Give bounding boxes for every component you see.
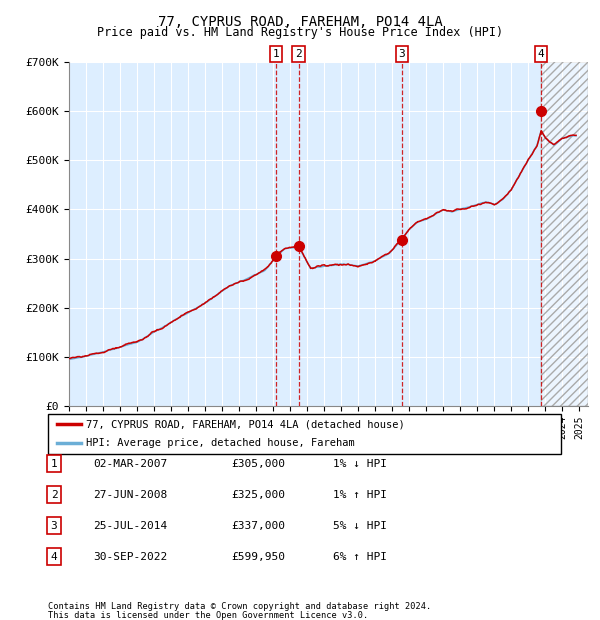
Text: £325,000: £325,000 bbox=[231, 490, 285, 500]
Text: Price paid vs. HM Land Registry's House Price Index (HPI): Price paid vs. HM Land Registry's House … bbox=[97, 26, 503, 38]
Text: 1: 1 bbox=[272, 49, 279, 59]
Text: £599,950: £599,950 bbox=[231, 552, 285, 562]
Text: 4: 4 bbox=[538, 49, 545, 59]
Text: 77, CYPRUS ROAD, FAREHAM, PO14 4LA: 77, CYPRUS ROAD, FAREHAM, PO14 4LA bbox=[158, 15, 442, 29]
Bar bbox=[541, 62, 588, 406]
Text: 1: 1 bbox=[50, 459, 58, 469]
Text: This data is licensed under the Open Government Licence v3.0.: This data is licensed under the Open Gov… bbox=[48, 611, 368, 619]
Bar bbox=[541, 62, 588, 406]
Text: 3: 3 bbox=[50, 521, 58, 531]
Text: 1% ↓ HPI: 1% ↓ HPI bbox=[333, 459, 387, 469]
Text: £337,000: £337,000 bbox=[231, 521, 285, 531]
Text: 02-MAR-2007: 02-MAR-2007 bbox=[93, 459, 167, 469]
Text: 2: 2 bbox=[295, 49, 302, 59]
Text: 25-JUL-2014: 25-JUL-2014 bbox=[93, 521, 167, 531]
Text: £305,000: £305,000 bbox=[231, 459, 285, 469]
Text: 3: 3 bbox=[398, 49, 405, 59]
Text: 27-JUN-2008: 27-JUN-2008 bbox=[93, 490, 167, 500]
Text: Contains HM Land Registry data © Crown copyright and database right 2024.: Contains HM Land Registry data © Crown c… bbox=[48, 602, 431, 611]
Text: 1% ↑ HPI: 1% ↑ HPI bbox=[333, 490, 387, 500]
Text: 6% ↑ HPI: 6% ↑ HPI bbox=[333, 552, 387, 562]
Text: 5% ↓ HPI: 5% ↓ HPI bbox=[333, 521, 387, 531]
Text: 4: 4 bbox=[50, 552, 58, 562]
Text: 77, CYPRUS ROAD, FAREHAM, PO14 4LA (detached house): 77, CYPRUS ROAD, FAREHAM, PO14 4LA (deta… bbox=[86, 419, 405, 430]
Text: 30-SEP-2022: 30-SEP-2022 bbox=[93, 552, 167, 562]
FancyBboxPatch shape bbox=[48, 414, 561, 454]
Text: HPI: Average price, detached house, Fareham: HPI: Average price, detached house, Fare… bbox=[86, 438, 355, 448]
Text: 2: 2 bbox=[50, 490, 58, 500]
